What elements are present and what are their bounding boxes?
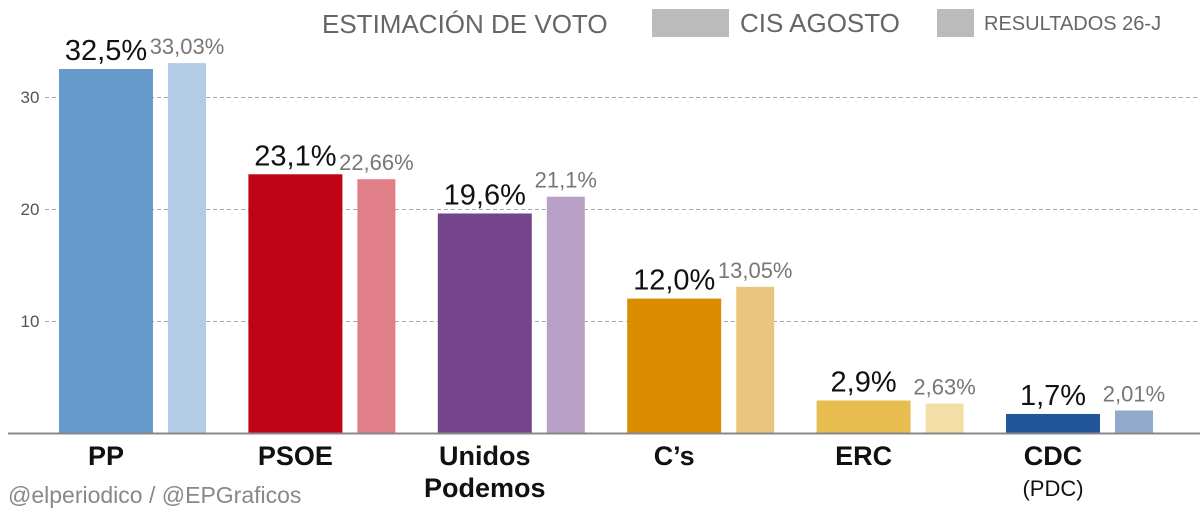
bar-resultados	[357, 179, 396, 433]
data-label-cis: 2,9%	[831, 367, 897, 399]
data-label-cis: 23,1%	[254, 140, 336, 172]
legend-label-resultados: RESULTADOS 26-J	[984, 13, 1161, 35]
legend-label-cis: CIS AGOSTO	[740, 8, 900, 38]
y-tick-label: 10	[21, 312, 40, 331]
data-label-resultados: 22,66%	[339, 150, 414, 175]
data-label-cis: 32,5%	[65, 35, 147, 67]
credit: @elperiodico / @EPGraficos	[8, 482, 301, 508]
y-tick-label: 20	[21, 200, 40, 219]
category-label: CDC	[1024, 441, 1083, 471]
data-label-resultados: 33,03%	[150, 34, 225, 59]
bar-cis	[1006, 413, 1100, 433]
bar-resultados	[168, 63, 206, 434]
bar-resultados	[925, 403, 964, 433]
data-label-cis: 1,7%	[1020, 380, 1086, 412]
category-sublabel: (PDC)	[1022, 476, 1083, 501]
chart-title: ESTIMACIÓN DE VOTO	[322, 9, 608, 39]
bar-resultados	[736, 286, 775, 433]
bar-cis	[816, 400, 911, 433]
category-label: PP	[88, 441, 124, 471]
bar-resultados	[1115, 410, 1153, 433]
legend-swatch-cis	[652, 9, 729, 37]
bar-cis	[248, 174, 343, 433]
data-label-resultados: 2,63%	[913, 375, 975, 400]
data-label-resultados: 21,1%	[535, 168, 597, 193]
data-label-cis: 19,6%	[444, 179, 526, 211]
category-label: ERC	[835, 441, 892, 471]
data-label-resultados: 2,01%	[1103, 381, 1165, 406]
category-label: Podemos	[424, 473, 546, 503]
category-label: C’s	[654, 441, 695, 471]
data-label-cis: 12,0%	[633, 265, 715, 297]
category-label: PSOE	[258, 441, 333, 471]
category-label: Unidos	[439, 441, 531, 471]
bar-cis	[59, 69, 153, 433]
bar-resultados	[546, 196, 585, 433]
y-tick-label: 30	[21, 88, 40, 107]
bar-cis	[627, 298, 722, 433]
bar-cis	[437, 213, 532, 433]
legend-swatch-resultados	[937, 9, 974, 37]
data-label-resultados: 13,05%	[718, 258, 793, 283]
